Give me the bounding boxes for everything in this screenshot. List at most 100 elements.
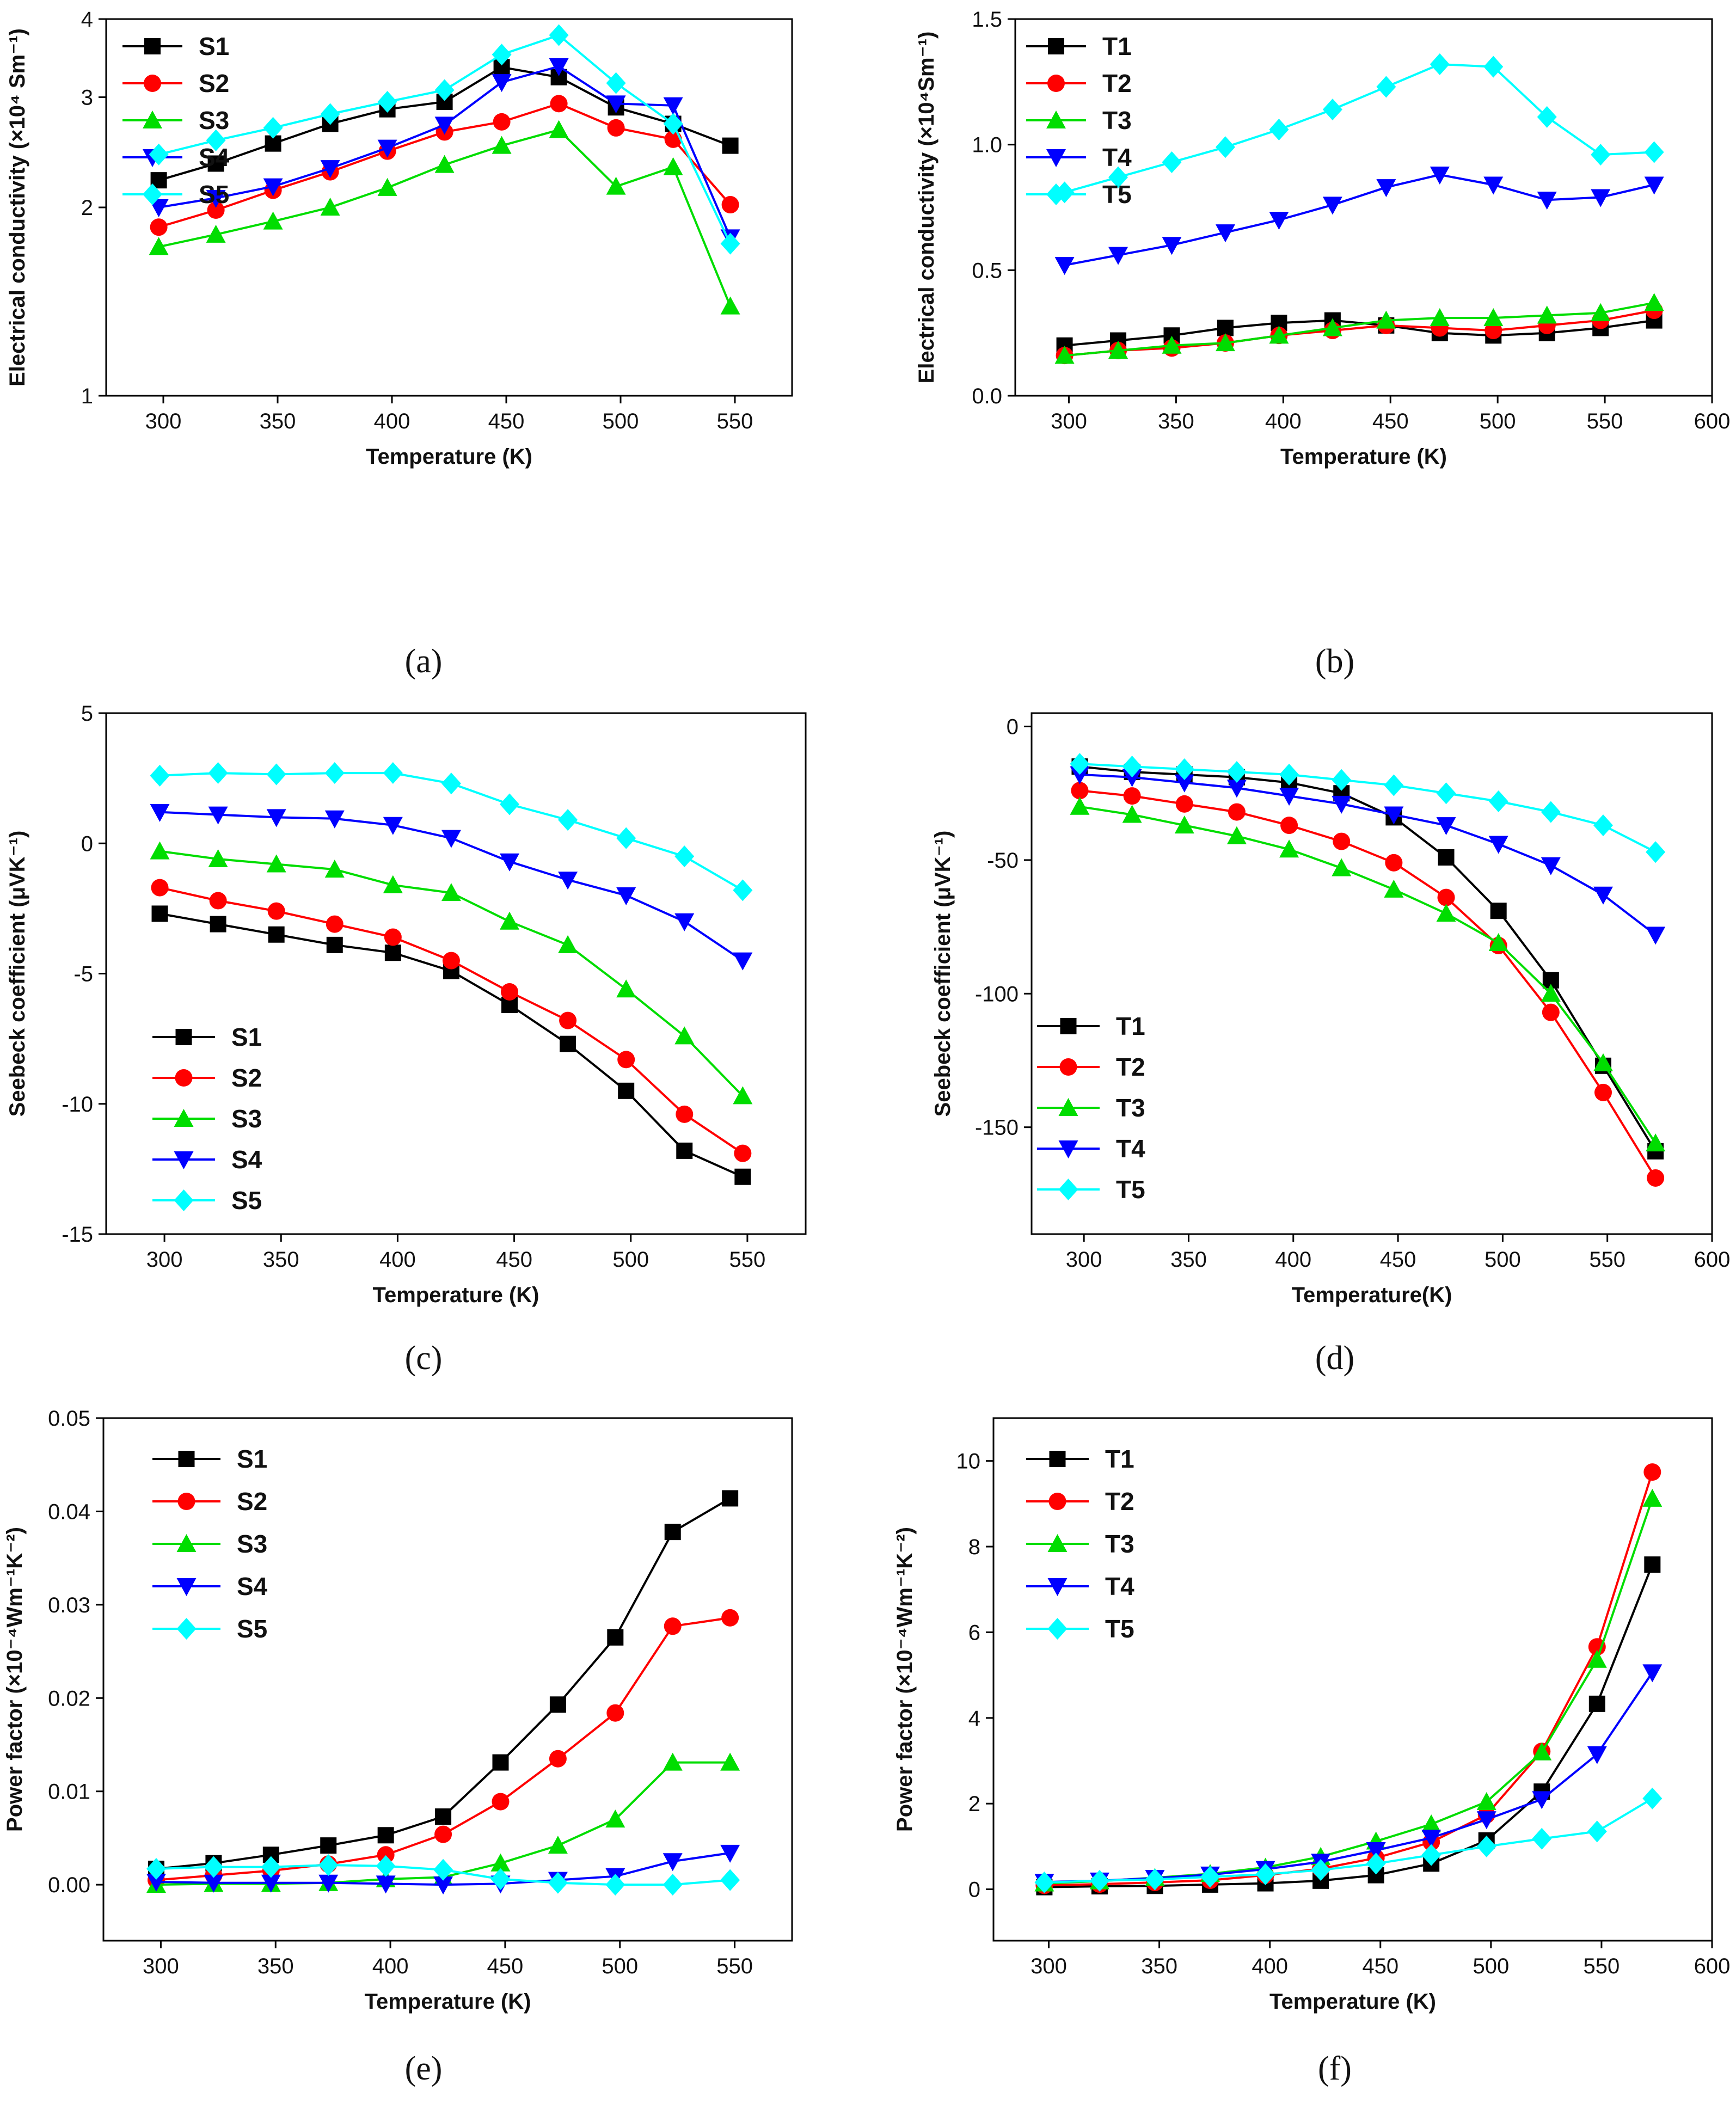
data-point <box>720 1869 740 1891</box>
data-point <box>1280 817 1298 835</box>
chart-panel: 300 350 400 450 500 550 -15 -10 -5 0 5 Temperature … <box>5 702 807 1377</box>
x-tick-label: 350 <box>257 1954 294 1978</box>
data-point <box>720 232 740 255</box>
legend-entry: T3 <box>1026 106 1132 134</box>
chart-panel: 300 350 400 450 500 550 600 -150 -100 -50 0 Tempera… <box>931 712 1730 1377</box>
series-s2 <box>151 879 752 1162</box>
x-axis-label: Temperature (K) <box>1269 1990 1436 2014</box>
x-tick-label: 500 <box>602 1954 638 1978</box>
data-point <box>1376 179 1396 198</box>
data-point <box>720 1752 740 1771</box>
data-point <box>441 830 461 848</box>
legend-label: T1 <box>1102 32 1132 60</box>
legend-label: S3 <box>237 1530 267 1558</box>
data-point <box>268 926 285 943</box>
data-point <box>318 1854 339 1876</box>
x-tick-label: 350 <box>260 409 296 433</box>
legend-label: S1 <box>231 1023 262 1051</box>
data-point <box>722 137 739 154</box>
data-point <box>676 1142 693 1159</box>
data-point <box>1279 788 1299 806</box>
data-point <box>150 841 170 860</box>
series-t3 <box>1070 796 1666 1152</box>
data-point <box>1643 1463 1661 1481</box>
data-point <box>1108 166 1128 188</box>
legend-marker <box>177 1493 195 1510</box>
x-tick-label: 300 <box>1066 1248 1102 1272</box>
data-point <box>1215 333 1235 352</box>
data-point <box>1647 1169 1665 1187</box>
data-point <box>500 853 520 872</box>
legend-entry: S1 <box>122 32 229 60</box>
legend-label: S2 <box>231 1064 262 1092</box>
data-point <box>434 155 455 173</box>
data-point <box>1588 1638 1606 1656</box>
legend-marker <box>1047 1618 1068 1640</box>
series-line <box>1064 63 1654 194</box>
x-tick-label: 450 <box>1372 409 1409 433</box>
data-point <box>383 817 403 835</box>
legend-marker <box>1047 1578 1068 1596</box>
data-point <box>204 1856 224 1878</box>
data-point <box>1483 308 1504 326</box>
data-point <box>1591 189 1611 207</box>
x-tick-label: 550 <box>717 409 753 433</box>
data-point <box>662 1874 683 1896</box>
x-tick-label: 550 <box>716 1954 753 1978</box>
series-line <box>1079 773 1657 936</box>
legend-label: S2 <box>199 69 229 97</box>
data-point <box>1542 1003 1560 1021</box>
legend-label: T1 <box>1105 1445 1134 1473</box>
data-point <box>1436 817 1456 836</box>
data-point <box>1108 247 1128 265</box>
legend-marker <box>178 1451 195 1467</box>
x-tick-label: 450 <box>1380 1248 1416 1272</box>
legend-marker <box>174 1109 194 1127</box>
y-tick-label: -50 <box>987 849 1019 873</box>
data-point <box>493 113 511 131</box>
legend-marker <box>144 75 161 92</box>
legend-label: S5 <box>199 180 229 208</box>
data-point <box>266 809 286 827</box>
data-point <box>1255 1863 1275 1886</box>
series-s5 <box>146 1854 740 1896</box>
x-tick-label: 600 <box>1694 1954 1731 1978</box>
y-tick-label: 0.02 <box>48 1686 90 1710</box>
data-point <box>1436 904 1456 922</box>
data-point <box>492 136 512 154</box>
data-point <box>434 1825 452 1843</box>
x-tick-label: 450 <box>496 1248 532 1272</box>
legend-marker <box>1047 75 1065 92</box>
data-point <box>207 201 225 219</box>
data-point <box>151 905 168 922</box>
data-point <box>1437 888 1455 906</box>
series-t5 <box>1034 1787 1663 1893</box>
data-point <box>1430 167 1450 185</box>
y-tick-label: 3 <box>81 86 93 110</box>
data-point <box>492 1754 509 1771</box>
data-point <box>377 1827 394 1844</box>
data-point <box>377 139 397 158</box>
legend-label: T2 <box>1116 1053 1145 1081</box>
data-point <box>607 119 625 137</box>
data-point <box>560 1035 576 1052</box>
y-tick-label: 0 <box>1007 715 1019 739</box>
series-line <box>1064 173 1655 267</box>
data-point <box>1430 308 1450 326</box>
legend-entry: T3 <box>1026 1530 1134 1558</box>
x-tick-label: 350 <box>1141 1954 1177 1978</box>
data-point <box>605 1874 625 1896</box>
x-tick-label: 500 <box>612 1248 649 1272</box>
legend-entry: T1 <box>1026 1445 1134 1473</box>
series-t2 <box>1071 782 1665 1187</box>
legend-entry: T5 <box>1037 1175 1145 1204</box>
data-point <box>1476 1811 1496 1830</box>
data-point <box>1488 836 1508 854</box>
legend-marker <box>1059 1058 1077 1076</box>
data-point <box>434 79 455 101</box>
data-point <box>549 1696 566 1713</box>
data-point <box>490 1853 511 1872</box>
data-point <box>208 762 228 784</box>
y-axis-label: Power factor (×10⁻⁴Wm⁻¹K⁻²) <box>893 1527 917 1832</box>
